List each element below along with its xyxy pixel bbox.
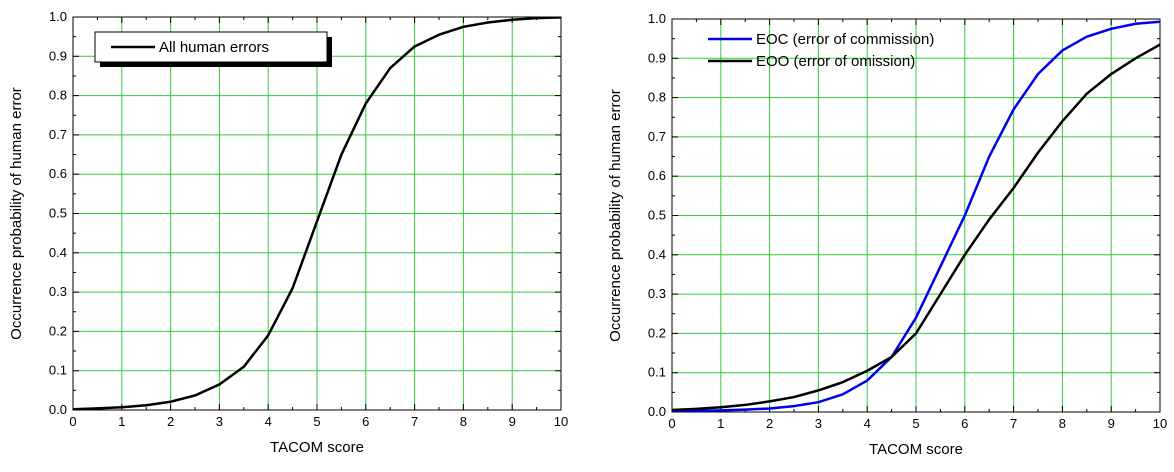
x-tick-label: 7 (1010, 416, 1017, 431)
y-tick-label: 0.5 (49, 206, 67, 221)
x-tick-label: 3 (815, 416, 822, 431)
x-tick-label: 1 (717, 416, 724, 431)
y-tick-label: 0.9 (648, 50, 666, 65)
x-tick-label: 6 (362, 414, 369, 429)
y-tick-label: 0.4 (49, 245, 67, 260)
y-axis-title: Occurrence probability of human error (607, 89, 624, 342)
y-tick-label: 0.4 (648, 247, 666, 262)
x-tick-label: 9 (509, 414, 516, 429)
x-tick-label: 5 (313, 414, 320, 429)
x-tick-label: 2 (766, 416, 773, 431)
y-tick-label: 0.9 (49, 48, 67, 63)
x-tick-label: 3 (216, 414, 223, 429)
y-tick-label: 0.3 (648, 286, 666, 301)
y-tick-label: 0.1 (648, 365, 666, 380)
chart-right: 0 1 2 3 4 5 6 7 8 9 10 0.0 0.1 0.2 0.3 0.4 0.5 0.6 0.7 0.8 0… (607, 11, 1167, 458)
y-tick-label: 0.8 (49, 88, 67, 103)
y-tick-label: 0.6 (648, 168, 666, 183)
y-tick-label: 1.0 (648, 11, 666, 26)
x-tick-label: 0 (668, 416, 675, 431)
x-tick-label: 4 (265, 414, 272, 429)
legend-label-1: EOO (error of omission) (756, 53, 915, 70)
y-tick-label: 0.6 (49, 166, 67, 181)
x-tick-label: 8 (460, 414, 467, 429)
legend-label-0: EOC (error of commission) (756, 31, 934, 48)
x-axis-title: TACOM score (869, 441, 963, 458)
x-tick-label: 1 (118, 414, 125, 429)
y-tick-label: 0.7 (648, 129, 666, 144)
legend: All human errors (94, 31, 332, 67)
y-tick-label: 0.3 (49, 284, 67, 299)
y-axis-title: Occurrence probability of human error (8, 87, 25, 340)
x-tick-label: 9 (1108, 416, 1115, 431)
x-axis-title: TACOM score (270, 439, 364, 456)
x-tick-label: 10 (1153, 416, 1167, 431)
y-tick-label: 0.2 (648, 325, 666, 340)
series-line-0 (73, 17, 561, 410)
x-tick-label: 10 (554, 414, 568, 429)
series-line-1 (672, 43, 1160, 412)
x-tick-label: 4 (864, 416, 871, 431)
y-tick-label: 0.0 (648, 404, 666, 419)
y-tick-label: 0.7 (49, 127, 67, 142)
ticks (72, 16, 562, 411)
chart-left: 0 1 2 3 4 5 6 7 8 9 10 0.0 0.1 0.2 0.3 0.4 0.5 0.6 0.7 0.8 0… (8, 9, 568, 456)
y-tick-label: 0.1 (49, 363, 67, 378)
series-line-0 (672, 20, 1160, 412)
y-tick-label: 0.8 (648, 90, 666, 105)
y-tick-label: 0.5 (648, 208, 666, 223)
x-tick-label: 8 (1059, 416, 1066, 431)
x-tick-label: 0 (69, 414, 76, 429)
x-tick-label: 2 (167, 414, 174, 429)
x-tick-label: 6 (961, 416, 968, 431)
legend-label-0: All human errors (159, 39, 269, 56)
grid (671, 18, 1161, 413)
y-tick-label: 0.2 (49, 323, 67, 338)
y-tick-label: 1.0 (49, 9, 67, 24)
grid (72, 16, 562, 411)
y-tick-label: 0.0 (49, 402, 67, 417)
x-tick-label: 7 (411, 414, 418, 429)
legend: EOC (error of commission) EOO (error of o… (708, 31, 934, 70)
x-tick-label: 5 (912, 416, 919, 431)
